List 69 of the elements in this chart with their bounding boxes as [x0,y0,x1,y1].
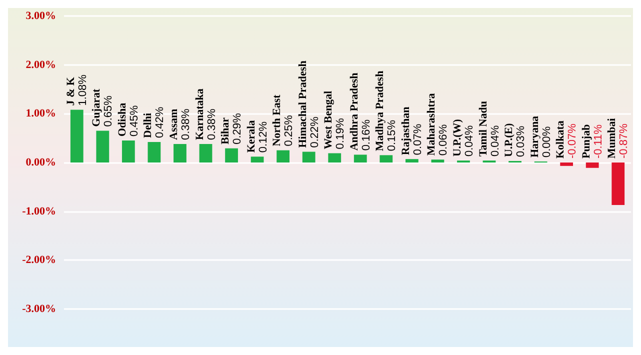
data-label: 0.45% [128,105,140,137]
x-tick-label: Karnataka [194,88,206,140]
y-tick-label: -2.00% [22,254,56,266]
bar [276,150,290,162]
x-tick-label: Haryana [528,115,541,158]
y-tick-label: 2.00% [26,58,56,71]
bar [612,162,625,205]
x-tick-label: Tamil Nadu [477,101,490,157]
data-label: -0.11% [592,124,604,158]
data-label: 0.00% [540,126,553,158]
x-tick-label: Assam [168,108,180,140]
x-tick-label: Maharashtra [426,92,438,156]
x-tick-label: J & K [64,76,77,106]
data-label: -0.87% [618,123,630,158]
y-tick-label: 0.00% [26,156,56,168]
data-label: 0.38% [206,108,218,140]
bar [560,162,574,166]
y-tick-label: 3.00% [26,10,56,22]
bar [225,148,238,162]
bar [431,160,444,162]
data-label: 0.06% [438,124,450,156]
x-tick-label: Bihar [220,117,232,144]
bar [122,140,135,162]
data-label: 0.42% [154,106,166,138]
bar [96,130,110,162]
data-label: 0.25% [283,114,296,146]
x-tick-label: Rajasthan [400,106,412,156]
y-tick-label: 1.00% [26,108,56,120]
data-label: 0.03% [515,126,528,158]
data-label: 1.08% [76,74,89,106]
bar [405,159,418,162]
data-label: 0.04% [489,125,502,157]
data-label: 0.15% [386,120,398,152]
data-label: 0.65% [102,95,115,127]
data-label: 0.19% [334,118,347,150]
x-tick-label: Gujarat [90,88,103,127]
bar [199,144,212,162]
y-tick-label: -1.00% [22,205,56,218]
bar [174,144,186,162]
bar [380,155,393,162]
x-tick-label: Madhya Pradesh [374,70,386,152]
x-tick-label: Kerala [245,120,258,153]
y-tick-label: -3.00% [22,303,56,315]
bar [302,152,316,162]
bar [586,162,599,168]
data-label: -0.07% [566,123,579,158]
bar [70,110,84,162]
data-label: 0.12% [257,121,270,153]
data-label: 0.38% [180,108,192,140]
x-tick-label: Kolkata [554,120,567,158]
x-tick-label: Odisha [116,102,128,137]
x-tick-label: North East [271,94,284,146]
x-tick-label: Mumbai [606,118,618,158]
x-tick-label: U.P.(W) [451,118,464,157]
x-tick-label: Punjab [580,124,592,158]
x-tick-label: Andhra Pradesh [348,72,360,151]
x-tick-label: U.P.(E) [503,122,516,158]
x-tick-label: Delhi [142,112,154,138]
data-label: 0.22% [308,116,321,148]
bar [328,153,342,162]
data-label: 0.07% [412,124,424,156]
x-tick-label: Himachal Pradesh [296,60,309,148]
bar [148,142,161,162]
x-tick-label: West Bengal [322,90,335,150]
bar [250,156,264,162]
data-label: 0.04% [463,125,476,157]
bar [354,154,367,162]
data-label: 0.29% [232,112,244,144]
data-label: 0.16% [360,119,372,151]
